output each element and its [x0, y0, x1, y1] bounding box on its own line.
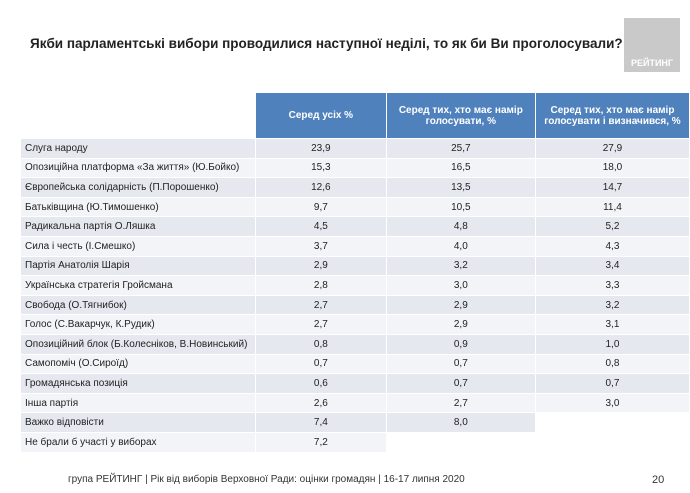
- cell-value: 2,7: [254, 294, 387, 316]
- row-label: Опозиційний блок (Б.Колесніков, В.Новинс…: [20, 333, 256, 355]
- cell-value: 0,7: [385, 373, 536, 394]
- title: Якби парламентські вибори проводилися на…: [30, 36, 623, 51]
- table-row: Європейська солідарність (П.Порошенко) 12…: [20, 177, 690, 198]
- cell-value: 4,8: [385, 216, 536, 237]
- table-row: Громадянська позиція 0,6 0,7 0,7: [20, 373, 690, 394]
- table-row: Радикальна партія О.Ляшка 4,5 4,8 5,2: [20, 216, 690, 237]
- cell-value: 3,4: [534, 255, 690, 277]
- cell-value: 10,5: [385, 196, 536, 218]
- table-row: Опозиційний блок (Б.Колесніков, В.Новинс…: [20, 333, 690, 355]
- results-table: Серед усіх % Серед тих, хто має намір гол…: [20, 92, 690, 453]
- table-row: Важко відповісти 7,4 8,0: [20, 412, 690, 433]
- cell-value: 2,9: [254, 255, 387, 277]
- row-label: Українська стратегія Гройсмана: [20, 275, 256, 296]
- empty-header: [20, 92, 256, 139]
- column-header: Серед усіх %: [254, 92, 387, 139]
- cell-value: 15,3: [254, 157, 387, 179]
- cell-value: 1,0: [534, 333, 690, 355]
- row-label: Інша партія: [20, 392, 256, 414]
- cell-value: 2,9: [385, 314, 536, 335]
- cell-value: 13,5: [385, 177, 536, 198]
- cell-value: 3,0: [534, 392, 690, 414]
- cell-value: 4,0: [385, 235, 536, 257]
- table-row: Опозиційна платформа «За життя» (Ю.Бойко…: [20, 157, 690, 179]
- cell-value: 8,0: [385, 412, 536, 433]
- cell-value: 14,7: [534, 177, 690, 198]
- cell-value: 9,7: [254, 196, 387, 218]
- cell-value: 0,7: [254, 353, 387, 375]
- cell-value: 2,9: [385, 294, 536, 316]
- cell-value: 18,0: [534, 157, 690, 179]
- row-label: Опозиційна платформа «За життя» (Ю.Бойко…: [20, 157, 256, 179]
- row-label: Громадянська позиція: [20, 373, 256, 394]
- cell-value: 4,5: [254, 216, 387, 237]
- table-row: Голос (С.Вакарчук, К.Рудик) 2,7 2,9 3,1: [20, 314, 690, 335]
- cell-value: 0,7: [385, 353, 536, 375]
- table-row: Слуга народу 23,9 25,7 27,9: [20, 138, 690, 159]
- column-header: Серед тих, хто має намір голосувати, %: [385, 92, 536, 139]
- empty-cell: [534, 412, 690, 433]
- table-row: Свобода (О.Тягнибок) 2,7 2,9 3,2: [20, 294, 690, 316]
- cell-value: 5,2: [534, 216, 690, 237]
- logo: РЕЙТИНГ: [624, 18, 680, 72]
- cell-value: 0,8: [254, 333, 387, 355]
- page-number: 20: [652, 474, 665, 486]
- cell-value: 16,5: [385, 157, 536, 179]
- cell-value: 7,4: [254, 412, 387, 433]
- row-label: Європейська солідарність (П.Порошенко): [20, 177, 256, 198]
- table-row: Батьківщина (Ю.Тимошенко) 9,7 10,5 11,4: [20, 196, 690, 218]
- table-row: Самопоміч (О.Сироїд) 0,7 0,7 0,8: [20, 353, 690, 375]
- table-row: Не брали б участі у виборах 7,2: [20, 431, 690, 453]
- cell-value: 12,6: [254, 177, 387, 198]
- cell-value: 3,0: [385, 275, 536, 296]
- column-header: Серед тих, хто має намір голосувати і ви…: [534, 92, 690, 139]
- row-label: Батьківщина (Ю.Тимошенко): [20, 196, 256, 218]
- cell-value: 2,7: [385, 392, 536, 414]
- table-row: Інша партія 2,6 2,7 3,0: [20, 392, 690, 414]
- cell-value: 2,6: [254, 392, 387, 414]
- cell-value: 0,9: [385, 333, 536, 355]
- row-label: Самопоміч (О.Сироїд): [20, 353, 256, 375]
- row-label: Свобода (О.Тягнибок): [20, 294, 256, 316]
- cell-value: 2,7: [254, 314, 387, 335]
- empty-cell: [534, 431, 690, 453]
- footer: група РЕЙТИНГ | Рік від виборів Верховно…: [68, 474, 465, 485]
- cell-value: 3,7: [254, 235, 387, 257]
- cell-value: 27,9: [534, 138, 690, 159]
- row-label: Важко відповісти: [20, 412, 256, 433]
- table-row: Партія Анатолія Шарія 2,9 3,2 3,4: [20, 255, 690, 277]
- cell-value: 25,7: [385, 138, 536, 159]
- cell-value: 0,7: [534, 373, 690, 394]
- table-row: Українська стратегія Гройсмана 2,8 3,0 3,3: [20, 275, 690, 296]
- row-label: Не брали б участі у виборах: [20, 431, 256, 453]
- cell-value: 11,4: [534, 196, 690, 218]
- cell-value: 3,2: [534, 294, 690, 316]
- row-label: Радикальна партія О.Ляшка: [20, 216, 256, 237]
- cell-value: 3,2: [385, 255, 536, 277]
- header-row: Серед усіх % Серед тих, хто має намір гол…: [20, 92, 690, 139]
- row-label: Партія Анатолія Шарія: [20, 255, 256, 277]
- cell-value: 0,8: [534, 353, 690, 375]
- row-label: Голос (С.Вакарчук, К.Рудик): [20, 314, 256, 335]
- cell-value: 0,6: [254, 373, 387, 394]
- cell-value: 7,2: [254, 431, 387, 453]
- cell-value: 4,3: [534, 235, 690, 257]
- row-label: Сила і честь (І.Смешко): [20, 235, 256, 257]
- cell-value: 3,3: [534, 275, 690, 296]
- cell-value: 2,8: [254, 275, 387, 296]
- empty-cell: [385, 431, 536, 453]
- cell-value: 23,9: [254, 138, 387, 159]
- cell-value: 3,1: [534, 314, 690, 335]
- row-label: Слуга народу: [20, 138, 256, 159]
- table-row: Сила і честь (І.Смешко) 3,7 4,0 4,3: [20, 235, 690, 257]
